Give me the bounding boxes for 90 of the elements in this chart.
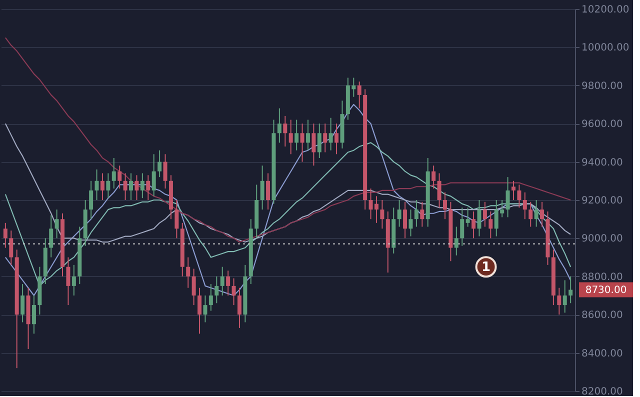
line-series — [4, 142, 572, 286]
line-series — [4, 104, 572, 296]
candlestick — [226, 270, 230, 296]
candlestick — [283, 115, 288, 148]
candlestick — [528, 201, 533, 228]
candlestick — [294, 119, 299, 151]
candlestick — [203, 295, 208, 323]
candlestick — [517, 184, 522, 208]
candlestick — [511, 180, 516, 200]
candlestick — [174, 200, 179, 239]
candlestick — [557, 287, 562, 316]
candlestick — [49, 214, 54, 258]
candlestick — [89, 180, 94, 220]
candlestick — [9, 230, 14, 266]
candlestick — [158, 150, 162, 178]
candlestick — [208, 284, 213, 312]
candlestick — [163, 154, 168, 190]
candlestick — [3, 222, 8, 248]
candlestick — [506, 176, 510, 218]
candlestick — [214, 276, 219, 304]
candlestick — [472, 210, 476, 239]
y-tick-label: 9200.00 — [582, 196, 623, 206]
candlestick — [266, 172, 270, 210]
candlestick — [220, 266, 224, 296]
line-series — [4, 123, 572, 243]
candlestick — [477, 200, 482, 237]
candlestick — [540, 201, 544, 228]
y-tick-label: 8400.00 — [582, 348, 623, 360]
candlestick — [72, 264, 76, 296]
line-series — [4, 37, 572, 243]
y-tick-label: 9000.00 — [582, 234, 623, 245]
candlestick — [482, 201, 487, 228]
candlestick — [237, 287, 242, 328]
candlestick — [397, 200, 402, 228]
candlestick — [420, 201, 424, 228]
candlestick — [408, 209, 413, 237]
candlestick — [260, 165, 264, 210]
candlestick — [466, 207, 470, 228]
y-tick-label: 8600.00 — [582, 310, 623, 322]
candlestick — [118, 165, 122, 190]
candlestick — [562, 280, 567, 314]
candlestick — [54, 209, 59, 239]
candlestick — [534, 200, 538, 228]
candlestick — [334, 123, 339, 155]
candlestick — [20, 284, 25, 323]
candlestick — [94, 168, 99, 200]
candlestick — [32, 295, 36, 334]
candlestick — [106, 172, 110, 199]
candlestick — [192, 268, 196, 306]
candlestick — [123, 172, 128, 200]
candlestick — [323, 123, 328, 153]
candlestick — [129, 172, 134, 200]
candlestick — [312, 123, 316, 166]
candlestick — [403, 201, 408, 239]
y-tick-label: 10000.00 — [582, 42, 630, 54]
candlestick — [152, 154, 156, 197]
candlestick — [454, 226, 458, 256]
candlestick — [100, 172, 104, 200]
candlestick — [522, 192, 527, 220]
candlestick — [300, 123, 304, 162]
candlestick — [328, 117, 333, 151]
candlestick — [380, 200, 384, 230]
candlestick — [414, 200, 418, 228]
candlestick — [488, 210, 493, 239]
annotation: 1 — [482, 260, 491, 275]
y-tick-label: 9600.00 — [582, 119, 623, 130]
candlestick — [460, 207, 464, 246]
candlestick — [317, 123, 322, 158]
text: 8730.00 — [585, 284, 627, 296]
candlestick — [146, 174, 150, 200]
candlestick — [134, 174, 139, 200]
candlestick — [277, 108, 282, 144]
candlestick — [357, 81, 362, 109]
candlestick — [437, 172, 442, 208]
candlestick — [232, 278, 236, 306]
candlestick — [198, 287, 202, 334]
y-tick-label: 8200.00 — [582, 386, 623, 397]
candlestick — [112, 157, 116, 190]
candlestick — [432, 165, 436, 190]
candlestick — [288, 119, 293, 155]
candlestick — [66, 256, 70, 306]
y-tick-label: 10200.00 — [582, 4, 630, 16]
y-tick-label: 9400.00 — [582, 157, 623, 168]
y-tick-label: 8800.00 — [582, 272, 623, 283]
candlestick — [442, 192, 447, 220]
candlestick — [140, 172, 144, 199]
y-tick-label: 9800.00 — [582, 80, 623, 92]
candlestick — [306, 119, 310, 151]
candlestick — [186, 256, 190, 288]
candlestick — [568, 276, 573, 304]
